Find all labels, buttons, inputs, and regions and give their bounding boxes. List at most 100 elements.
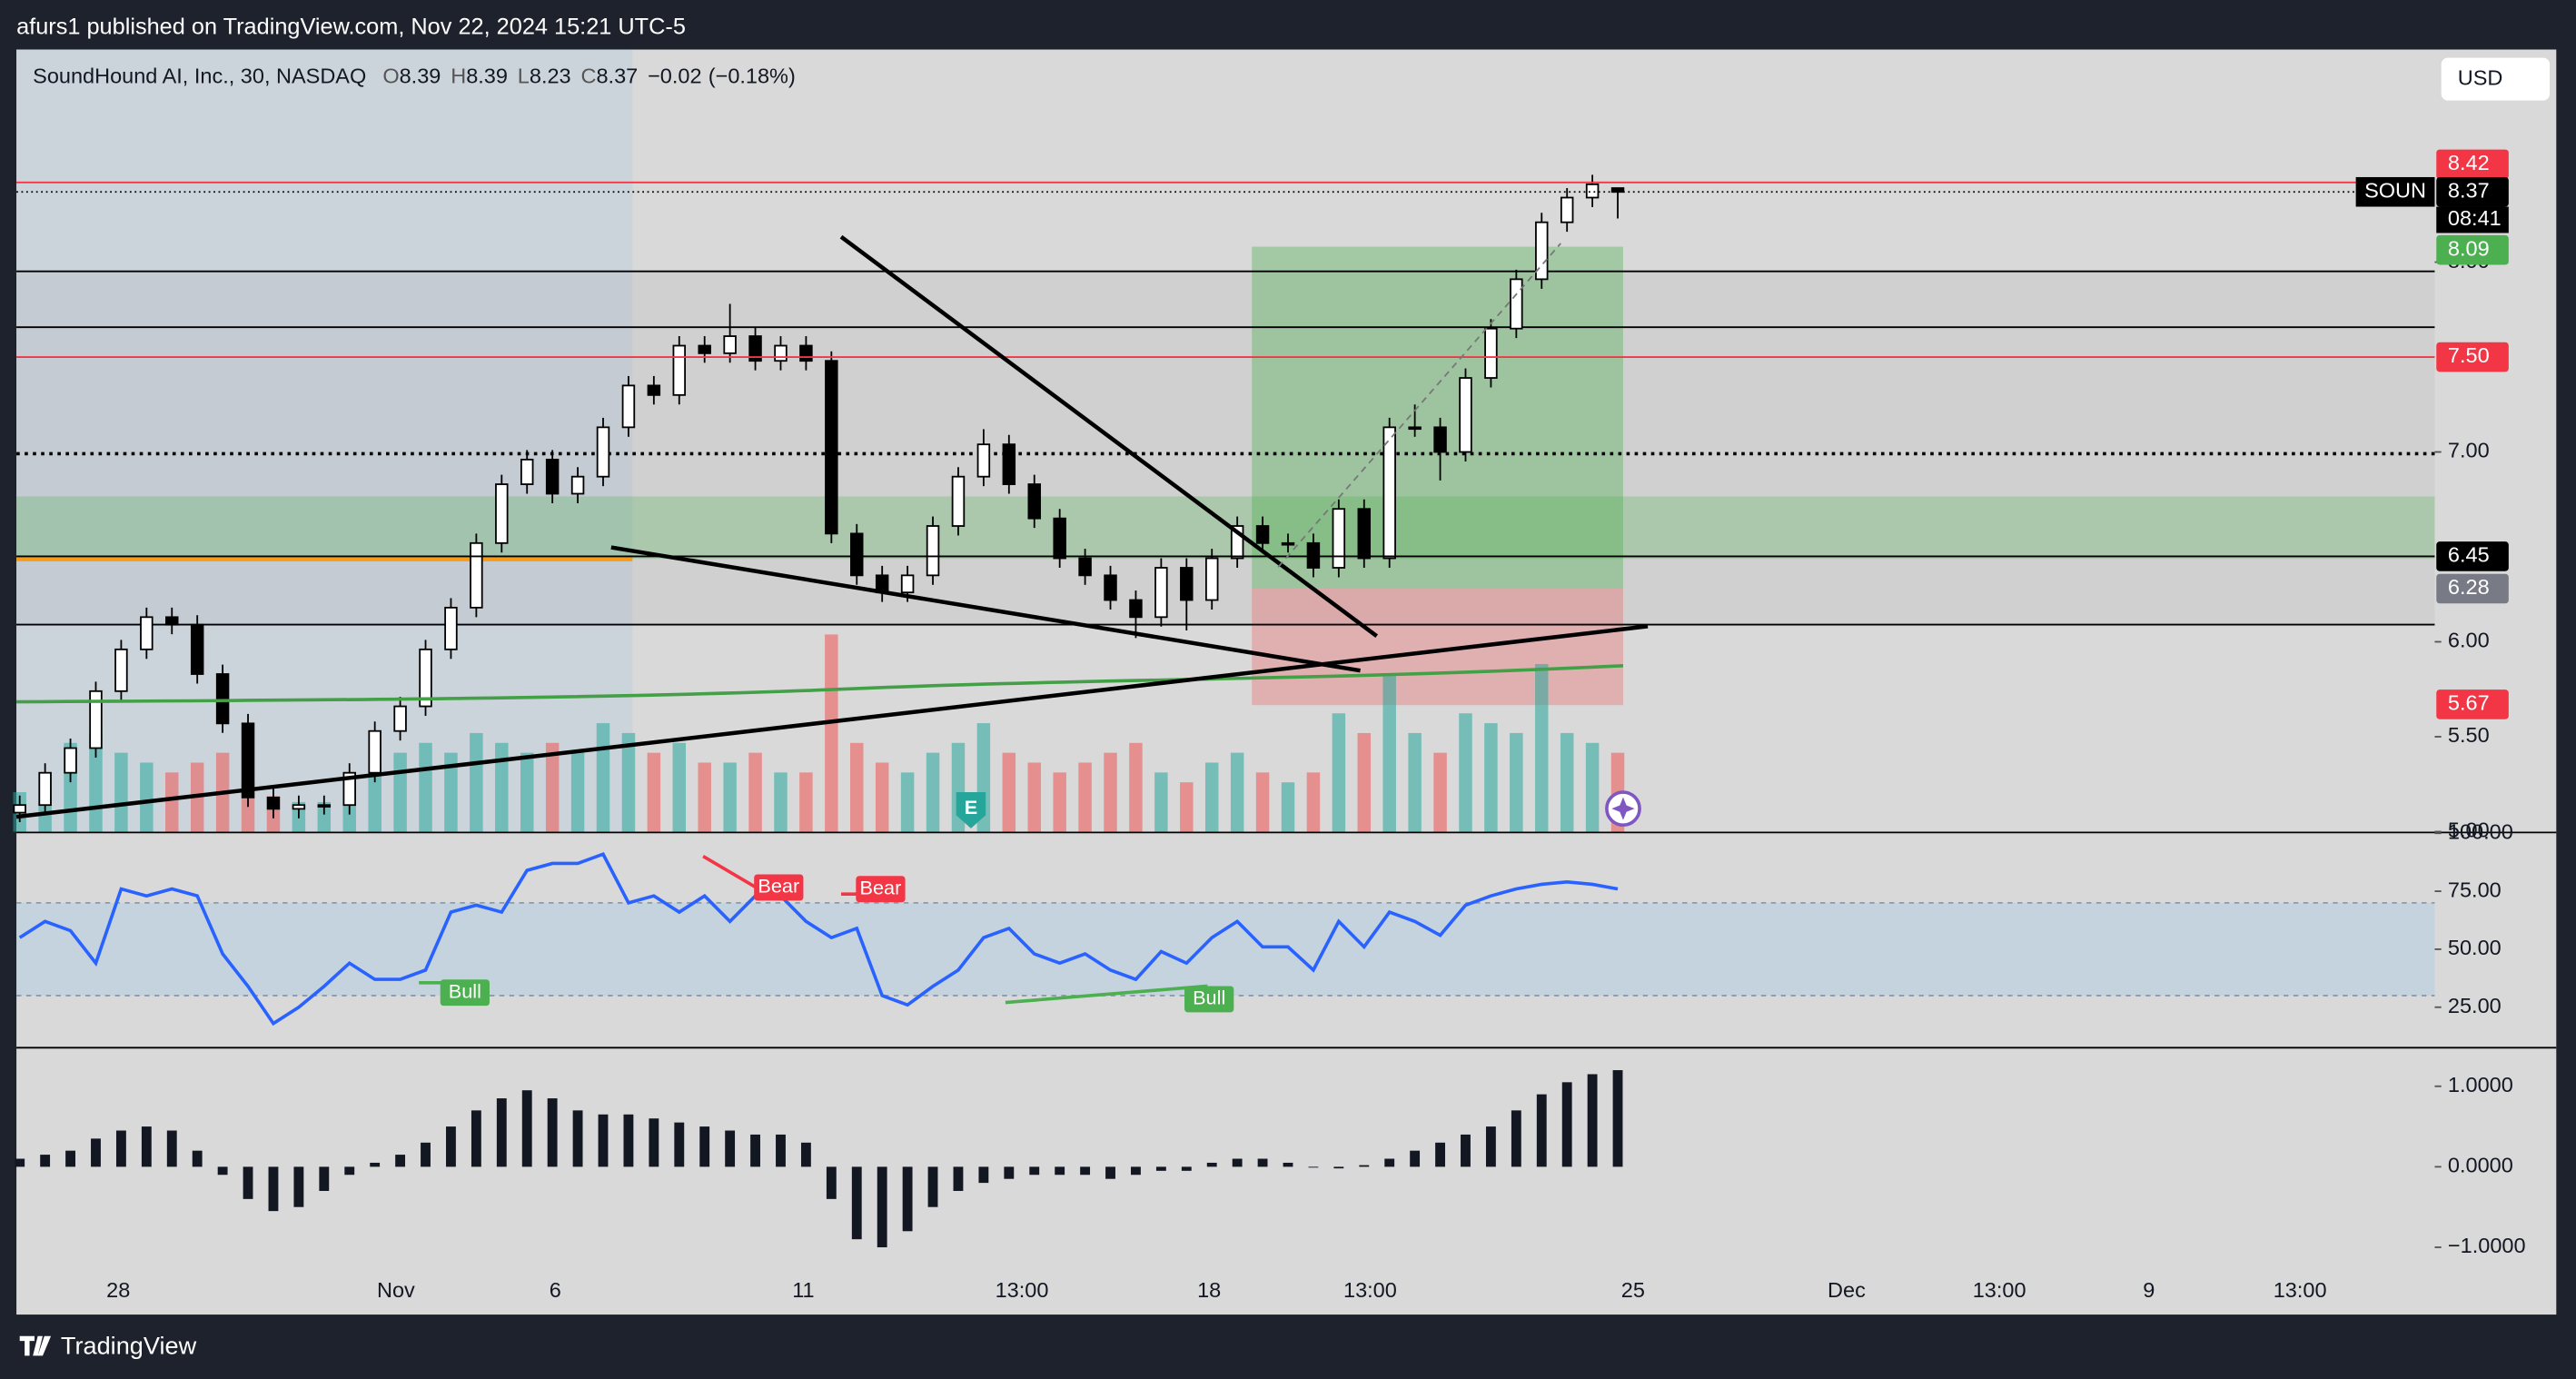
y-tick-label: 5.00	[2448, 818, 2490, 842]
trendline	[839, 234, 1379, 639]
candle-body	[1129, 599, 1143, 619]
x-tick-label: 13:00	[1973, 1278, 2026, 1302]
candle-body	[38, 771, 52, 807]
x-tick-label: 25	[1621, 1278, 1645, 1302]
x-tick-label: Nov	[377, 1278, 415, 1302]
histogram-bar	[902, 1166, 913, 1232]
histogram-bar	[699, 1126, 710, 1167]
candle-body	[774, 344, 788, 362]
histogram-bar	[15, 1158, 25, 1167]
histogram-bar	[1029, 1166, 1040, 1176]
candle-body	[1204, 557, 1219, 601]
histogram-bar	[826, 1166, 837, 1199]
histogram-bar	[344, 1166, 355, 1176]
histogram-bar	[166, 1130, 177, 1167]
legend-symbol: SoundHound AI, Inc., 30, NASDAQ	[33, 64, 366, 87]
histogram-bar	[395, 1155, 406, 1167]
symbol-tag: SOUN	[2364, 178, 2426, 202]
volume-bar	[570, 752, 585, 832]
signal-badge	[856, 876, 906, 903]
signal-badge	[1184, 986, 1234, 1013]
volume-bar	[1230, 752, 1244, 832]
brand-name: TradingView	[61, 1332, 197, 1360]
histogram-bar	[1080, 1166, 1091, 1176]
event-icon-star	[1611, 797, 1635, 820]
volume-bar	[368, 762, 381, 832]
candle-body	[1053, 517, 1066, 560]
candle-body	[1433, 426, 1447, 453]
candle-body	[13, 804, 26, 814]
moving-average	[16, 663, 1624, 704]
histogram-bar	[750, 1134, 760, 1167]
y-tick-label: 50.00	[2448, 936, 2502, 959]
volume-bar	[1180, 782, 1194, 832]
candle-body	[621, 384, 636, 429]
histogram-bar	[927, 1166, 938, 1207]
volume-bar	[419, 742, 432, 832]
volume-bar	[1459, 713, 1472, 832]
legend-value: 8.37	[596, 64, 638, 87]
histogram-bar	[1384, 1158, 1395, 1167]
volume-bar	[1002, 752, 1016, 832]
candle-body	[799, 344, 813, 362]
y-tick-label: −1.0000	[2448, 1234, 2526, 1257]
candle-body	[444, 606, 458, 650]
candle-body	[951, 475, 966, 527]
histogram-bar	[776, 1134, 786, 1167]
candle-body	[545, 458, 560, 495]
volume-bar	[1332, 713, 1346, 832]
legend-key: H	[451, 64, 466, 87]
candle-body	[1459, 377, 1472, 453]
symbol-tag-box	[2355, 176, 2435, 207]
x-tick-label: 18	[1197, 1278, 1221, 1302]
volume-bar	[621, 732, 636, 832]
histogram-bar	[521, 1090, 532, 1167]
divergence-line	[702, 855, 760, 891]
volume-bar	[1484, 723, 1498, 832]
price-label: 7.50	[2448, 343, 2490, 367]
signal-label: Bear	[758, 875, 799, 898]
price-label-box	[2436, 342, 2509, 372]
price-label-box	[2436, 690, 2509, 719]
histogram-bar	[1461, 1134, 1471, 1167]
candle-body	[570, 475, 585, 495]
divergence-line	[1005, 984, 1208, 1005]
x-tick-label: Dec	[1828, 1278, 1866, 1302]
currency-button[interactable]	[2441, 57, 2551, 101]
legend-key: L	[518, 64, 530, 87]
zone-band	[16, 271, 2435, 625]
volume-bar	[723, 762, 737, 832]
volume-bar	[470, 732, 483, 832]
publisher: afurs1 published on TradingView.com, Nov…	[16, 15, 686, 40]
candle-body	[368, 729, 381, 774]
candle-body	[647, 384, 661, 396]
legend-change-pct: (−0.18%)	[708, 64, 796, 87]
histogram-bar	[192, 1150, 203, 1167]
volume-bar	[444, 752, 458, 832]
candle-body	[1002, 443, 1016, 485]
histogram-bar	[1105, 1166, 1115, 1179]
signal-label: Bull	[1193, 987, 1225, 1009]
histogram-bar	[1485, 1126, 1496, 1167]
candle-body	[140, 616, 154, 650]
candle-body	[900, 574, 915, 594]
volume-bar	[1104, 752, 1117, 832]
histogram-bar	[370, 1162, 381, 1167]
candle-body	[596, 426, 610, 478]
y-tick-label: 100.00	[2448, 819, 2513, 843]
legend: SoundHound AI, Inc., 30, NASDAQ O8.39 H8.3…	[33, 64, 796, 87]
histogram-bar	[877, 1166, 887, 1248]
candle-body	[520, 458, 534, 485]
candle-body	[89, 690, 103, 749]
histogram-bar	[1435, 1142, 1445, 1167]
histogram-bar	[1257, 1158, 1268, 1167]
volume-bar	[1408, 732, 1422, 832]
price-label: 8.42	[2448, 151, 2490, 174]
candle-body	[1560, 196, 1574, 223]
volume-bar	[900, 772, 915, 832]
volume-bar	[165, 772, 179, 832]
histogram-bar	[725, 1130, 736, 1167]
candle-body	[1332, 508, 1346, 569]
volume-bar	[1535, 663, 1549, 832]
footer	[0, 1315, 2576, 1379]
